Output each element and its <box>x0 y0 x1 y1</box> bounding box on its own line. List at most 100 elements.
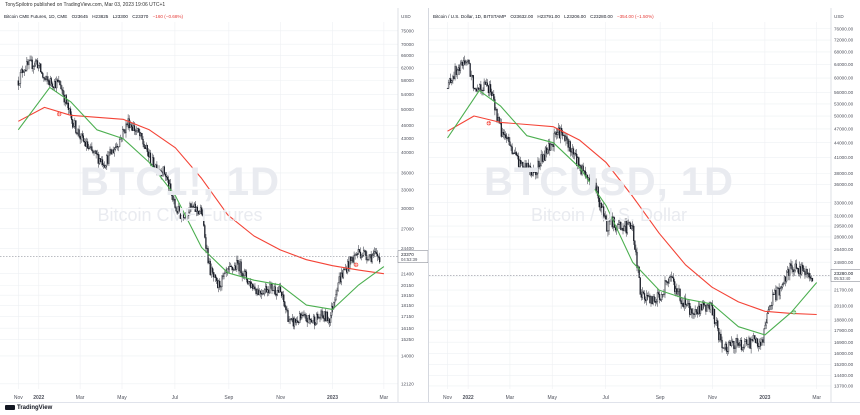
candle-body <box>618 223 620 225</box>
price-chart-bitstamp[interactable]: 76000.00 72000.00 68000.00 64000.00 60000.00… <box>429 8 860 403</box>
candle-body <box>515 152 518 156</box>
y-tick-label: 31000.00 <box>834 213 854 218</box>
candle-body <box>576 153 578 166</box>
y-tick-label: 66000 <box>401 53 414 58</box>
candle-body <box>450 78 452 83</box>
candle-body <box>83 141 86 143</box>
y-tick-label: 68000.00 <box>834 50 854 55</box>
candle-body <box>487 85 490 94</box>
candle-body <box>90 146 92 148</box>
candle-body <box>740 340 743 350</box>
candle-body <box>553 133 555 147</box>
candle-body <box>364 250 366 252</box>
candle-body <box>202 213 204 216</box>
tradingview-logo[interactable]: TradingView <box>5 405 52 411</box>
candle-body <box>337 282 339 291</box>
candle-body <box>312 316 315 322</box>
candle-body <box>566 136 568 140</box>
candle-body <box>677 291 679 295</box>
candle-body <box>194 203 196 212</box>
candle-body <box>379 257 381 263</box>
candle-body <box>458 67 460 71</box>
candle-body <box>247 281 250 284</box>
candle-body <box>528 165 530 172</box>
candle-body <box>56 79 58 89</box>
candle-body <box>363 250 365 256</box>
candle-body <box>564 135 566 141</box>
candle-body <box>684 297 687 306</box>
price-chart-cme[interactable]: 75000 70000 66000 62000 58000 54000 50000 46000… <box>0 8 429 403</box>
candle-body <box>348 261 350 269</box>
candle-body <box>758 346 760 348</box>
candle-body <box>72 119 74 128</box>
candle-body <box>352 257 354 263</box>
candle-body <box>251 283 253 288</box>
candle-body <box>792 269 794 273</box>
candle-body <box>131 126 134 131</box>
candle-body <box>93 151 95 153</box>
candle-body <box>501 132 504 137</box>
candle-body <box>598 197 600 208</box>
candle-body <box>741 347 744 350</box>
candle-body <box>163 166 165 175</box>
candle-body <box>262 293 265 295</box>
candle-body <box>579 165 581 167</box>
candle-body <box>524 163 526 168</box>
candle-body <box>158 169 160 172</box>
candle-body <box>447 82 450 89</box>
candle-body <box>343 269 346 270</box>
candle-body <box>44 78 46 80</box>
candle-body <box>326 311 329 321</box>
chart-panel-cme[interactable]: BTC1!, 1D Bitcoin CME Futures 75000 70000… <box>0 8 429 403</box>
candle-body <box>747 343 749 345</box>
candle-body <box>803 267 805 272</box>
candle-body <box>256 289 258 294</box>
y-tick-label: 36000.00 <box>834 182 854 187</box>
candle-body <box>540 154 542 166</box>
candle-body <box>523 167 525 171</box>
candle-body <box>145 144 147 150</box>
candle-body <box>355 254 357 256</box>
candle-body <box>88 148 90 149</box>
candle-body <box>482 90 484 91</box>
candle-body <box>575 153 577 155</box>
candle-body <box>253 286 255 290</box>
candle-body <box>788 269 790 276</box>
candle-body <box>373 251 375 255</box>
publish-header: TonySpilotro published on TradingView.co… <box>5 2 166 8</box>
candle-body <box>294 318 297 323</box>
candle-body <box>187 214 189 217</box>
candle-body <box>533 169 535 173</box>
candle-body <box>756 338 759 347</box>
candle-body <box>36 60 39 69</box>
candle-body <box>327 318 330 321</box>
candle-body <box>777 287 779 289</box>
chart-panel-bitstamp[interactable]: BTCUSD, 1D Bitcoin / U.S. Dollar 76000.0… <box>428 8 860 403</box>
footer-bar: TradingView <box>0 402 860 415</box>
candle-body <box>310 319 313 323</box>
candle-body <box>718 328 720 341</box>
candle-body <box>464 60 466 64</box>
candle-body <box>116 146 119 148</box>
candle-body <box>321 310 323 317</box>
candle-body <box>239 261 241 272</box>
tradingview-logo-icon <box>5 405 15 410</box>
candle-body <box>726 351 729 352</box>
candle-body <box>625 220 627 234</box>
x-tick-label: Mar <box>380 395 389 401</box>
candle-body <box>136 130 138 132</box>
candle-body <box>52 86 55 89</box>
candle-body <box>506 137 508 139</box>
candle-body <box>235 265 237 270</box>
candle-body <box>648 295 650 297</box>
y-tick-label: 15250 <box>401 337 414 342</box>
candle-body <box>325 311 328 321</box>
candle-body <box>667 282 669 284</box>
change-value: −354.00 (−1.50%) <box>616 14 654 19</box>
candle-body <box>470 74 472 77</box>
y-tick-label: 20150 <box>401 283 414 288</box>
symbol-name: Bitcoin / U.S. Dollar, 1D, BITSTAMP <box>433 14 507 19</box>
candle-body <box>731 340 733 346</box>
candle-body <box>105 165 107 168</box>
candle-body <box>622 227 624 231</box>
